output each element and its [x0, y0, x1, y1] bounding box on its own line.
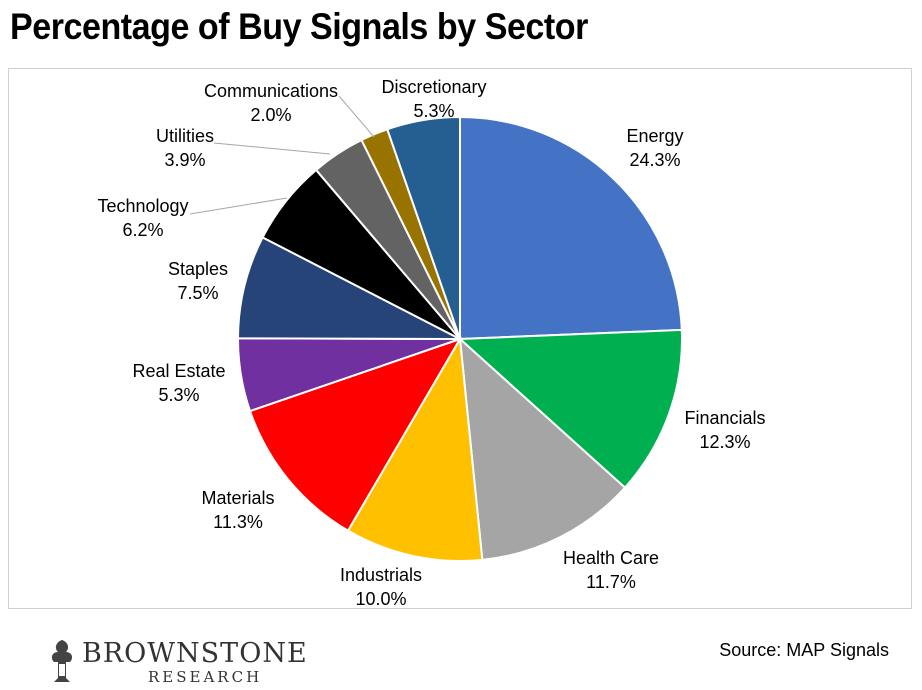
slice-value-label: 5.3%	[413, 101, 454, 121]
slice-value-label: 24.3%	[629, 150, 680, 170]
pie-slice-discretionary	[386, 115, 461, 340]
source-note: Source: MAP Signals	[719, 640, 889, 660]
logo-subtitle: RESEARCH	[148, 668, 263, 686]
pie-slice-materials	[248, 337, 463, 533]
slice-label: Technology	[97, 196, 188, 216]
slice-value-label: 10.0%	[355, 589, 406, 609]
slice-label: Communications	[204, 81, 338, 101]
slice-label: Real Estate	[132, 361, 225, 381]
leader-line	[213, 142, 331, 155]
slice-label: Health Care	[563, 548, 659, 568]
slice-value-label: 5.3%	[158, 385, 199, 405]
slice-value-label: 7.5%	[177, 283, 218, 303]
leader-line	[189, 197, 288, 215]
slice-label: Utilities	[156, 126, 214, 146]
slice-label: Discretionary	[381, 77, 486, 97]
lamp-icon	[51, 640, 73, 682]
slice-label: Staples	[168, 259, 228, 279]
chart-frame	[8, 68, 912, 609]
slice-label: Materials	[201, 488, 274, 508]
pie-slice-staples	[236, 236, 461, 340]
slice-value-label: 3.9%	[164, 150, 205, 170]
slice-value-label: 2.0%	[250, 105, 291, 125]
slice-value-label: 11.3%	[213, 512, 263, 532]
slice-value-label: 6.2%	[122, 220, 163, 240]
leader-line	[338, 95, 375, 138]
slice-value-label: 11.7%	[586, 572, 636, 592]
pie-slice-health-care	[458, 336, 627, 561]
slice-value-label: 12.3%	[699, 432, 750, 452]
pie-slice-energy	[459, 115, 683, 341]
slice-label: Financials	[684, 408, 765, 428]
chart-title: Percentage of Buy Signals by Sector	[10, 6, 588, 47]
brand-logo: BROWNSTONE RESEARCH	[48, 636, 348, 686]
pie-slice-industrials	[346, 335, 484, 562]
slice-label: Energy	[626, 126, 683, 146]
slice-label: Industrials	[340, 565, 422, 585]
pie-slice-financials	[457, 328, 683, 490]
logo-name: BROWNSTONE	[82, 638, 308, 669]
